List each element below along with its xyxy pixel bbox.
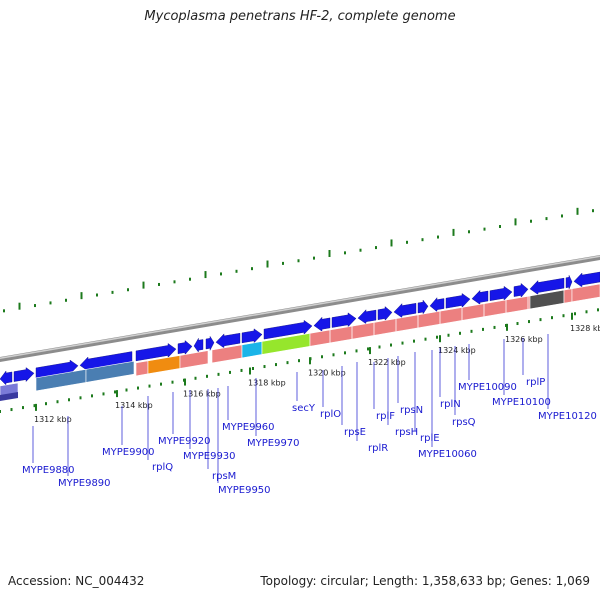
gene-label: rpsN	[400, 405, 423, 416]
forward-gene-arrow	[215, 332, 241, 349]
forward-gene-arrow	[417, 299, 429, 315]
gene-block	[563, 288, 573, 304]
forward-gene-arrow	[357, 309, 377, 325]
forward-gene-arrow	[513, 283, 529, 298]
reverse-gene-block	[0, 391, 18, 401]
gene-label: MYPE9900	[102, 447, 155, 458]
gene-label: rpsE	[344, 427, 366, 438]
forward-gene-arrow	[0, 370, 13, 386]
forward-gene-arrow	[445, 293, 471, 309]
gene-block	[529, 289, 565, 310]
gene-label: secY	[292, 403, 316, 414]
gene-label: rpsH	[395, 427, 418, 438]
gene-label: MYPE9880	[22, 465, 75, 476]
forward-gene-arrow	[263, 319, 313, 340]
tick-label: 1322 kbp	[368, 358, 406, 367]
gene-label: rplN	[440, 399, 461, 410]
reverse-gene-block	[85, 360, 135, 383]
forward-gene-arrow	[471, 289, 489, 305]
gene-label: rplR	[368, 443, 388, 454]
tick-label: 1316 kbp	[183, 390, 221, 399]
tick-label: 1328 kbp	[570, 324, 600, 333]
tick-label: 1312 kbp	[34, 415, 72, 424]
genome-backbone-highlight	[0, 255, 600, 359]
gene-label: MYPE9970	[247, 438, 300, 449]
forward-gene-arrow	[565, 275, 573, 290]
gene-label: MYPE10090	[458, 382, 517, 393]
gene-label: rpsM	[212, 471, 236, 482]
gene-label: MYPE10060	[418, 449, 477, 460]
tick-label: 1326 kbp	[505, 335, 543, 344]
gene-label: rplF	[376, 411, 395, 422]
gene-block	[179, 350, 209, 369]
accession-text: Accession: NC_004432	[8, 574, 145, 588]
gene-label: MYPE10100	[492, 397, 551, 408]
forward-gene-arrow	[241, 328, 263, 344]
tick-label: 1318 kbp	[248, 379, 286, 388]
forward-gene-arrow	[313, 316, 331, 332]
forward-gene-arrow	[177, 340, 193, 356]
gene-label: rplE	[420, 433, 440, 444]
gene-label: MYPE9950	[218, 485, 271, 496]
gene-label: rplO	[320, 409, 341, 420]
gene-label: MYPE9960	[222, 422, 275, 433]
gene-block	[241, 341, 263, 359]
forward-gene-arrow	[429, 297, 445, 313]
gene-label: MYPE10120	[538, 411, 597, 422]
forward-gene-arrow	[377, 306, 393, 322]
forward-gene-arrow	[13, 367, 35, 383]
gene-label: rplP	[526, 377, 545, 388]
forward-gene-arrow	[135, 343, 177, 362]
tick-label: 1320 kbp	[308, 368, 346, 377]
gene-label: rplQ	[152, 462, 173, 473]
forward-gene-arrow	[573, 271, 600, 288]
gene-label: rpsQ	[452, 417, 476, 428]
forward-gene-arrow	[393, 303, 417, 319]
forward-gene-arrow	[529, 277, 565, 295]
gene-label: MYPE9930	[183, 451, 236, 462]
genome-summary-text: Topology: circular; Length: 1,358,633 bp…	[260, 574, 590, 588]
forward-gene-arrow	[205, 335, 215, 351]
gene-block	[571, 283, 600, 303]
gene-block	[135, 360, 149, 377]
gene-block	[211, 344, 243, 364]
genome-title: Mycoplasma penetrans HF-2, complete geno…	[144, 9, 456, 24]
forward-gene-arrow	[489, 285, 513, 301]
gene-label: MYPE9890	[58, 478, 111, 489]
tick-label: 1324 kbp	[438, 346, 476, 355]
forward-gene-arrow	[193, 337, 204, 353]
forward-gene-arrow	[331, 312, 357, 328]
tick-label: 1314 kbp	[115, 401, 153, 410]
gene-label: MYPE9920	[158, 436, 211, 447]
